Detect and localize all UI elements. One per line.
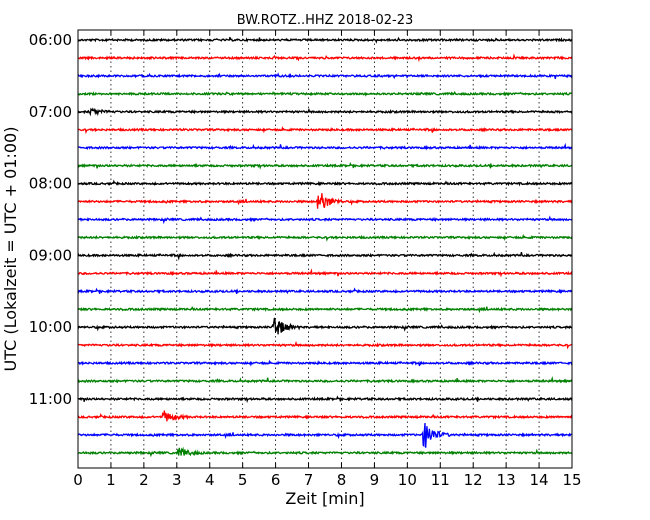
- y-tick-label: 07:00: [29, 103, 72, 121]
- seismic-trace: [77, 251, 573, 261]
- x-axis: 0 1 2 3 4 5 6 7 8 9 10 11 12 13 14 15: [73, 30, 582, 489]
- y-axis-label: UTC (Lokalzeit = UTC + 01:00): [1, 127, 20, 372]
- seismic-trace: [77, 53, 573, 63]
- seismic-trace: [77, 36, 573, 44]
- y-tick-label: 10:00: [29, 318, 72, 336]
- y-tick-label: 11:00: [29, 390, 72, 408]
- x-tick-label: 8: [337, 471, 347, 489]
- seismic-trace: [77, 126, 573, 135]
- x-tick-label: 12: [464, 471, 483, 489]
- y-tick-label: 08:00: [29, 175, 72, 193]
- trace-group: [77, 36, 573, 458]
- seismic-trace: [77, 359, 573, 367]
- seismic-trace: [77, 317, 573, 335]
- x-axis-label: Zeit [min]: [285, 489, 364, 508]
- seismic-trace: [77, 410, 573, 422]
- seismic-trace: [77, 446, 573, 458]
- x-tick-label: 10: [398, 471, 417, 489]
- x-tick-label: 1: [106, 471, 116, 489]
- grid-lines: [110, 30, 540, 468]
- seismic-trace: [77, 305, 573, 314]
- x-tick-label: 5: [238, 471, 248, 489]
- x-tick-label: 15: [562, 471, 581, 489]
- seismic-trace: [77, 193, 573, 209]
- seismic-trace: [77, 395, 573, 404]
- plot-frame: [77, 29, 573, 469]
- seismic-trace: [77, 376, 573, 384]
- seismic-trace: [77, 422, 572, 448]
- x-tick-label: 4: [205, 471, 215, 489]
- seismic-trace: [77, 107, 573, 117]
- seismic-trace: [77, 287, 573, 295]
- x-tick-label: 0: [73, 471, 83, 489]
- x-tick-label: 14: [530, 471, 549, 489]
- x-tick-label: 6: [271, 471, 281, 489]
- y-tick-label: 06:00: [29, 31, 72, 49]
- seismic-trace: [77, 268, 573, 278]
- seismic-trace: [77, 161, 573, 170]
- seismic-trace: [77, 142, 573, 151]
- x-tick-label: 13: [497, 471, 516, 489]
- seismic-trace: [77, 233, 573, 242]
- x-tick-label: 7: [304, 471, 314, 489]
- x-tick-label: 2: [139, 471, 149, 489]
- seismic-trace: [77, 179, 573, 187]
- x-tick-label: 3: [172, 471, 182, 489]
- x-tick-label: 9: [370, 471, 380, 489]
- seismic-trace: [77, 90, 573, 97]
- chart-title: BW.ROTZ..HHZ 2018-02-23: [237, 13, 413, 28]
- x-tick-label: 11: [431, 471, 450, 489]
- y-axis: 06:00 07:00 08:00 09:00 10:00 11:00: [29, 31, 572, 408]
- seismic-trace: [77, 340, 573, 350]
- seismic-trace: [77, 72, 573, 80]
- seismic-trace: [77, 215, 573, 225]
- y-tick-label: 09:00: [29, 246, 72, 264]
